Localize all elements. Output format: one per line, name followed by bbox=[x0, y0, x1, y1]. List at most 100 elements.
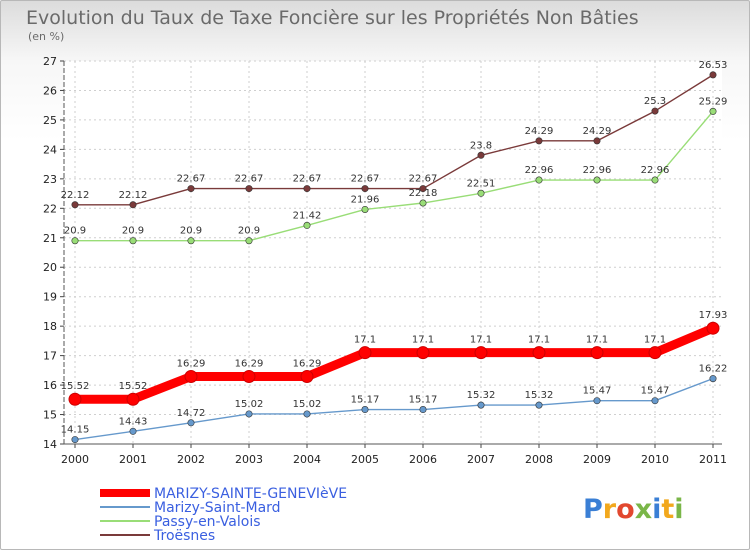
x-tick-label: 2005 bbox=[351, 453, 379, 466]
data-label: 20.9 bbox=[122, 226, 144, 237]
series-2: 20.9 20.9 20.9 20.9 21.42 21.96 22.18 22.51 22.9… bbox=[64, 96, 727, 245]
data-label: 20.9 bbox=[180, 226, 202, 237]
data-point bbox=[535, 401, 543, 409]
series-0: 15.52 15.52 16.29 16.29 16.29 17.1 17.1 17.1 17.… bbox=[61, 310, 727, 406]
data-label: 15.32 bbox=[525, 390, 554, 401]
data-label: 15.02 bbox=[235, 399, 264, 410]
y-tick-label: 23 bbox=[43, 173, 57, 186]
data-label: 15.32 bbox=[467, 390, 496, 401]
data-point bbox=[300, 370, 314, 384]
data-label: 26.53 bbox=[699, 60, 728, 71]
x-tick-label: 2009 bbox=[583, 453, 611, 466]
data-label: 17.1 bbox=[354, 335, 376, 346]
data-point bbox=[709, 107, 717, 115]
legend-entry: Marizy-Saint-Mard bbox=[154, 500, 281, 516]
data-label: 15.52 bbox=[119, 381, 148, 392]
data-label: 22.96 bbox=[641, 165, 670, 176]
logo-letter: x bbox=[635, 494, 652, 525]
data-point bbox=[706, 321, 720, 335]
data-point bbox=[532, 346, 546, 360]
data-point bbox=[416, 346, 430, 360]
data-label: 22.12 bbox=[61, 190, 90, 201]
data-point bbox=[477, 189, 485, 197]
data-point bbox=[245, 410, 253, 418]
data-point bbox=[126, 392, 140, 406]
y-tick-label: 21 bbox=[43, 232, 57, 245]
data-label: 16.22 bbox=[699, 364, 728, 375]
y-tick-label: 27 bbox=[43, 55, 57, 68]
data-label: 22.67 bbox=[351, 174, 380, 185]
data-point bbox=[187, 419, 195, 427]
data-label: 22.96 bbox=[525, 165, 554, 176]
data-label: 17.1 bbox=[528, 335, 550, 346]
data-label: 22.51 bbox=[467, 178, 496, 189]
series-1: 14.15 14.43 14.72 15.02 15.02 15.17 15.17 15.32… bbox=[61, 364, 728, 444]
x-tick-label: 2007 bbox=[467, 453, 495, 466]
data-label: 25.3 bbox=[644, 96, 666, 107]
data-label: 22.12 bbox=[119, 190, 148, 201]
data-label: 14.15 bbox=[61, 425, 90, 436]
data-point bbox=[651, 176, 659, 184]
data-label: 17.1 bbox=[586, 335, 608, 346]
x-tick-label: 2003 bbox=[235, 453, 263, 466]
series-line bbox=[70, 323, 718, 404]
data-label: 15.17 bbox=[351, 395, 380, 406]
data-label: 17.1 bbox=[412, 335, 434, 346]
data-label: 22.96 bbox=[583, 165, 612, 176]
data-label: 23.8 bbox=[470, 140, 492, 151]
data-label: 17.1 bbox=[644, 335, 666, 346]
data-label: 24.29 bbox=[525, 126, 554, 137]
y-tick-label: 22 bbox=[43, 202, 57, 215]
data-point bbox=[245, 185, 253, 193]
data-point bbox=[419, 406, 427, 414]
y-tick-label: 14 bbox=[43, 438, 57, 451]
data-label: 15.17 bbox=[409, 395, 438, 406]
logo-letter: r bbox=[603, 494, 617, 525]
data-point bbox=[129, 237, 137, 245]
data-label: 16.29 bbox=[177, 359, 206, 370]
series-line bbox=[74, 74, 714, 206]
y-tick-label: 18 bbox=[43, 320, 57, 333]
data-point bbox=[361, 406, 369, 414]
data-point bbox=[709, 375, 717, 383]
data-label: 22.67 bbox=[177, 174, 206, 185]
legend-entry: Troësnes bbox=[153, 528, 215, 544]
data-point bbox=[303, 410, 311, 418]
data-label: 16.29 bbox=[235, 359, 264, 370]
data-point bbox=[535, 137, 543, 145]
data-point bbox=[68, 392, 82, 406]
data-label: 20.9 bbox=[64, 226, 86, 237]
data-point bbox=[593, 176, 601, 184]
data-label: 22.67 bbox=[293, 174, 322, 185]
data-point bbox=[477, 151, 485, 159]
logo-letter: P bbox=[583, 494, 603, 525]
series-line bbox=[74, 110, 714, 242]
data-point bbox=[358, 346, 372, 360]
data-label: 14.72 bbox=[177, 408, 206, 419]
data-point bbox=[303, 221, 311, 229]
data-point bbox=[709, 71, 717, 79]
data-point bbox=[648, 346, 662, 360]
x-tick-label: 2000 bbox=[61, 453, 89, 466]
data-label: 15.52 bbox=[61, 381, 90, 392]
x-tick-label: 2008 bbox=[525, 453, 553, 466]
data-point bbox=[242, 370, 256, 384]
data-label: 22.67 bbox=[235, 174, 264, 185]
y-tick-label: 24 bbox=[43, 143, 57, 156]
y-tick-label: 20 bbox=[43, 261, 57, 274]
y-tick-label: 16 bbox=[43, 379, 57, 392]
chart-title: Evolution du Taux de Taxe Foncière sur l… bbox=[26, 7, 639, 29]
data-label: 16.29 bbox=[293, 359, 322, 370]
data-point bbox=[474, 346, 488, 360]
data-label: 20.9 bbox=[238, 226, 260, 237]
logo-letter: o bbox=[616, 494, 635, 525]
x-tick-label: 2004 bbox=[293, 453, 321, 466]
data-point bbox=[593, 397, 601, 405]
logo-letter: i bbox=[652, 494, 661, 525]
data-point bbox=[187, 185, 195, 193]
data-point bbox=[593, 137, 601, 145]
legend-entry: MARIZY-SAINTE-GENEVIèVE bbox=[154, 486, 347, 502]
series-line bbox=[74, 377, 714, 441]
data-label: 15.47 bbox=[583, 386, 612, 397]
